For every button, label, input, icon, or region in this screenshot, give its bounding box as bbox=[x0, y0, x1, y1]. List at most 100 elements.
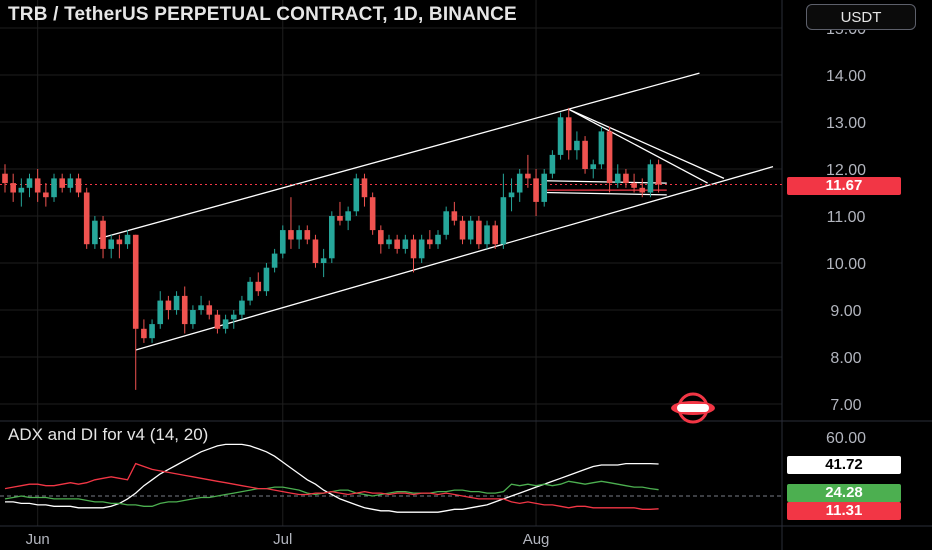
upper-channel-line bbox=[98, 72, 700, 240]
candle-body bbox=[467, 220, 474, 240]
candle-body bbox=[296, 230, 302, 240]
candle-body bbox=[214, 314, 221, 329]
lower-channel-line bbox=[135, 166, 774, 351]
price-tick-label: 11.00 bbox=[827, 209, 866, 226]
candle-body bbox=[181, 295, 188, 325]
candle-body bbox=[378, 230, 384, 245]
candle-body bbox=[598, 131, 605, 165]
candle-body bbox=[492, 225, 498, 245]
candle-body bbox=[655, 164, 662, 185]
candle-body bbox=[418, 239, 425, 259]
support-line-1 bbox=[544, 180, 667, 184]
candle-body bbox=[92, 220, 98, 245]
candle-body bbox=[557, 117, 564, 155]
candle-body bbox=[614, 173, 621, 184]
candle-body bbox=[410, 239, 417, 259]
candle-body bbox=[255, 281, 262, 292]
wedge-upper-line bbox=[568, 108, 725, 179]
candle-body bbox=[361, 178, 368, 198]
time-tick-label: Jul bbox=[273, 531, 292, 548]
price-tick-label: 12.00 bbox=[826, 162, 866, 179]
candle-body bbox=[647, 164, 654, 193]
candle-body bbox=[108, 239, 115, 249]
candle-body bbox=[59, 178, 65, 188]
candle-body bbox=[443, 211, 449, 235]
support-line-2 bbox=[544, 191, 667, 196]
candle-body bbox=[247, 281, 253, 301]
price-tick-label: 13.00 bbox=[826, 115, 866, 132]
candle-body bbox=[459, 220, 466, 240]
candle-body bbox=[141, 328, 147, 339]
candle-body bbox=[476, 220, 482, 245]
candle-body bbox=[67, 178, 74, 188]
candle-body bbox=[271, 253, 278, 268]
candle-body bbox=[149, 324, 155, 339]
candle-body bbox=[43, 192, 49, 198]
adx-value-tag: 41.72 bbox=[787, 456, 901, 474]
candle-body bbox=[239, 300, 245, 315]
candle-body bbox=[541, 173, 548, 202]
candle-body bbox=[451, 211, 458, 221]
candle-body bbox=[639, 187, 646, 193]
candle-body bbox=[124, 234, 131, 245]
candle-body bbox=[320, 258, 327, 263]
indicator-pane bbox=[0, 443, 782, 513]
price-tick-label: 10.00 bbox=[826, 256, 866, 273]
candle-body bbox=[329, 216, 335, 259]
candle-body bbox=[394, 239, 400, 249]
candle-body bbox=[484, 225, 490, 245]
price-tick-label: 7.00 bbox=[830, 397, 861, 414]
flag-icon[interactable] bbox=[671, 392, 715, 424]
wedge-inner-line bbox=[568, 108, 708, 184]
candle-body bbox=[222, 319, 229, 329]
candle-body bbox=[173, 295, 180, 310]
candle-body bbox=[549, 154, 556, 174]
candle-body bbox=[304, 230, 311, 240]
candle-body bbox=[165, 300, 172, 310]
candle-body bbox=[198, 305, 204, 310]
candle-body bbox=[533, 178, 539, 202]
price-tick-label: 14.00 bbox=[826, 68, 866, 85]
price-tick-label: 9.00 bbox=[830, 303, 861, 320]
candle-body bbox=[26, 178, 33, 188]
time-tick-label: Aug bbox=[523, 531, 550, 548]
candle-body bbox=[116, 239, 123, 245]
candle-body bbox=[157, 300, 164, 325]
candle-body bbox=[508, 192, 515, 198]
candle-body bbox=[279, 230, 286, 254]
price-axis: 15.0014.0013.0012.0011.0010.009.008.007.… bbox=[826, 21, 866, 506]
time-axis: Jun Jul Aug bbox=[26, 531, 550, 548]
channel-lines bbox=[0, 72, 782, 351]
candle-body bbox=[10, 183, 16, 193]
candle-body bbox=[75, 178, 82, 193]
candle-body bbox=[402, 239, 409, 249]
currency-button[interactable]: USDT bbox=[806, 4, 916, 30]
candle-body bbox=[345, 211, 351, 221]
candle-body bbox=[83, 192, 90, 245]
indicator-tick-label: 60.00 bbox=[826, 430, 866, 447]
candle-body bbox=[190, 310, 196, 325]
series-line bbox=[5, 443, 659, 513]
series-line bbox=[4, 462, 659, 510]
candle-body bbox=[582, 140, 588, 169]
price-tick-label: 8.00 bbox=[830, 350, 861, 367]
chart-title: TRB / TetherUS PERPETUAL CONTRACT, 1D, B… bbox=[8, 4, 517, 25]
candle-body bbox=[565, 117, 572, 151]
candle-body bbox=[51, 178, 57, 198]
candle-body bbox=[606, 131, 613, 184]
candle-body bbox=[337, 216, 343, 221]
candle-body bbox=[623, 173, 629, 184]
candle-body bbox=[312, 239, 319, 263]
candle-body bbox=[206, 305, 213, 315]
candle-body bbox=[230, 314, 237, 320]
candle-body bbox=[590, 164, 597, 169]
candles bbox=[2, 107, 662, 390]
candle-body bbox=[516, 173, 523, 193]
candle-body bbox=[500, 197, 507, 245]
candle-body bbox=[18, 187, 25, 193]
candle-body bbox=[386, 239, 392, 245]
candle-body bbox=[2, 173, 8, 184]
candle-body bbox=[631, 183, 637, 188]
candle-body bbox=[100, 220, 106, 249]
